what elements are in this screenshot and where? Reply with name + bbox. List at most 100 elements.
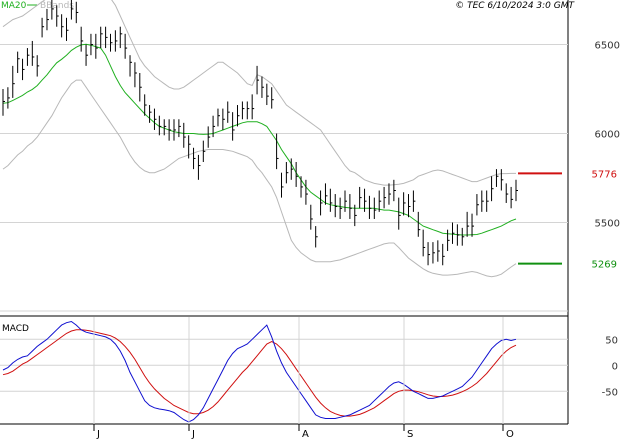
ohlc-bar xyxy=(207,126,211,148)
ohlc-bar xyxy=(212,115,216,138)
ohlc-bar xyxy=(90,33,93,56)
ohlc-bar xyxy=(139,72,142,102)
ohlc-bar xyxy=(442,243,445,266)
ohlc-bar xyxy=(197,154,201,180)
macd-signal-line xyxy=(2,329,517,417)
ohlc-bar xyxy=(510,186,514,209)
ohlc-bar xyxy=(31,40,35,66)
ma20-line xyxy=(2,43,517,236)
ohlc-bar xyxy=(241,101,245,120)
price-tick-label: 5500 xyxy=(595,219,620,230)
ohlc-bar xyxy=(456,224,460,246)
time-tick-label: S xyxy=(407,429,413,440)
ohlc-bar xyxy=(261,76,264,98)
ohlc-bar xyxy=(163,119,167,136)
ohlc-bar xyxy=(486,190,489,212)
ohlc-bar xyxy=(398,197,401,230)
time-tick-label: J xyxy=(191,429,195,440)
macd-line xyxy=(2,320,517,423)
ohlc-bar xyxy=(51,0,54,20)
ohlc-bar xyxy=(178,119,181,138)
ohlc-bar xyxy=(305,179,308,205)
ohlc-bar xyxy=(109,33,113,52)
ohlc-bar xyxy=(183,122,186,148)
ohlc-bar xyxy=(461,227,465,246)
price-level-label: 5269 xyxy=(592,260,617,271)
time-tick-label: J xyxy=(96,429,100,440)
ohlc-bar xyxy=(12,65,15,98)
ohlc-bar xyxy=(158,115,162,136)
ohlc-bar xyxy=(41,17,45,38)
price-axis: 5500 6000 6500 xyxy=(595,41,620,230)
ohlc-bar xyxy=(393,179,396,202)
ohlc-bar xyxy=(80,26,84,52)
ohlc-bar xyxy=(364,188,367,212)
ohlc-bar xyxy=(320,190,323,216)
ohlc-bar xyxy=(315,226,318,248)
ohlc-bar xyxy=(447,229,450,252)
time-tick-label: O xyxy=(506,429,514,440)
ma20-legend-label: MA20 xyxy=(1,1,27,11)
ohlc-bar xyxy=(85,44,89,66)
ohlc-bar xyxy=(56,5,59,27)
ohlc-bar xyxy=(153,108,157,130)
ohlc-bar xyxy=(378,190,382,212)
ohlc-bar xyxy=(491,176,494,202)
ohlc-bar xyxy=(266,83,269,106)
ohlc-bar xyxy=(188,135,191,159)
macd-grid xyxy=(0,338,568,392)
ohlc-bar xyxy=(2,89,5,116)
ohlc-bar xyxy=(222,108,225,130)
ohlc-bar xyxy=(344,190,347,212)
ma20-layer xyxy=(2,43,517,236)
macd-lines xyxy=(2,320,517,423)
ohlc-bar xyxy=(295,162,299,187)
ohlc-bar xyxy=(124,33,128,59)
ohlc-bar xyxy=(310,204,313,230)
ohlc-bar xyxy=(217,108,220,127)
bollinger-bands xyxy=(2,0,517,278)
ohlc-bar xyxy=(432,242,435,264)
price-tick-label: 6000 xyxy=(595,130,620,141)
ohlc-bar xyxy=(119,26,123,49)
ohlc-bar xyxy=(388,183,391,205)
price-tick-label: 6500 xyxy=(595,41,620,52)
ohlc-bar xyxy=(232,112,235,141)
ohlc-bar xyxy=(95,33,98,59)
ohlc-bar xyxy=(66,17,69,41)
ohlc-bar xyxy=(359,186,362,209)
ohlc-bar xyxy=(168,119,172,141)
ohlc-bar xyxy=(495,169,499,187)
price-levels: 5776 5269 xyxy=(518,169,617,271)
price-level-label: 5776 xyxy=(592,169,617,180)
macd-panel-title: MACD xyxy=(2,324,29,334)
ohlc-bar xyxy=(237,105,240,127)
ohlc-bar xyxy=(105,26,108,49)
ohlc-bar xyxy=(22,58,25,81)
grid-layer xyxy=(0,44,568,312)
ohlc-bar xyxy=(75,1,79,24)
ohlc-bar xyxy=(70,0,74,20)
ohlc-bar xyxy=(334,194,338,218)
ohlc-bar xyxy=(500,169,504,191)
macd-tick-label: -50 xyxy=(602,387,618,398)
ohlc-bar xyxy=(300,176,304,198)
ohlc-bar xyxy=(417,211,421,237)
ohlc-bar xyxy=(427,242,431,266)
ohlc-bar xyxy=(193,147,196,170)
ohlc-bar xyxy=(471,213,475,237)
ohlc-bar xyxy=(46,8,49,31)
bbands-upper-line xyxy=(2,0,516,186)
ohlc-bar xyxy=(149,105,152,123)
ohlc-bars xyxy=(2,0,518,266)
ohlc-bar xyxy=(114,30,118,52)
ohlc-bar xyxy=(466,211,470,237)
ohlc-bar xyxy=(36,55,40,77)
ohlc-bar xyxy=(412,190,416,212)
ohlc-bar xyxy=(349,194,352,219)
ohlc-bar xyxy=(129,55,133,77)
ohlc-bar xyxy=(134,62,137,88)
